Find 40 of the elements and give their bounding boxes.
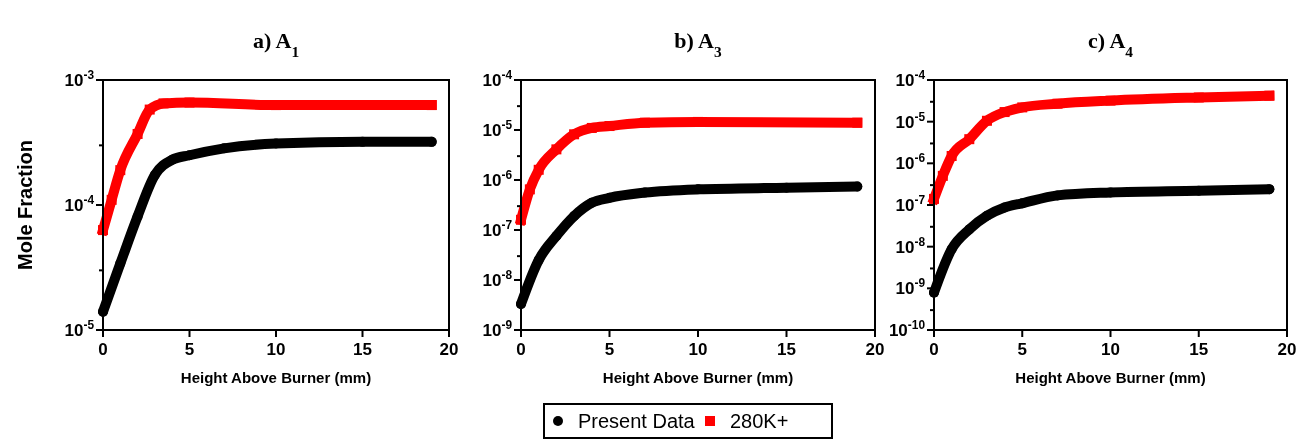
- x-tick-label: 5: [604, 340, 615, 359]
- x-tick-label: 10: [1101, 340, 1120, 359]
- x-tick-label: 10: [266, 340, 286, 359]
- x-tick-label: 20: [439, 340, 459, 359]
- y-tick-label: 10$^{-4}$: [895, 68, 926, 90]
- x-tick-label: 0: [98, 340, 108, 359]
- x-tick-label: 0: [516, 340, 526, 359]
- x-tick-label: 15: [353, 340, 372, 359]
- y-tick-label: 10$^{-4}$: [64, 193, 95, 215]
- y-tick-label: 10$^{-9}$: [895, 276, 926, 299]
- x-tick-label: 5: [184, 340, 195, 359]
- legend-label: 280K+: [730, 410, 789, 432]
- y-tick-label: 10$^{-9}$: [482, 318, 513, 340]
- x-tick-label: 15: [777, 340, 796, 359]
- x-tick-label: 10: [688, 340, 708, 359]
- x-tick-label: 20: [1277, 340, 1297, 359]
- chart-title: b) A$_{3}$: [674, 28, 723, 60]
- y-tick-label: 10$^{-5}$: [64, 318, 95, 340]
- legend-label: Present Data: [578, 410, 696, 432]
- chart-title: a) A$_{1}$: [252, 28, 300, 60]
- y-tick-label: 10$^{-6}$: [482, 168, 513, 190]
- x-axis-title: Height Above Burner (mm): [180, 369, 372, 386]
- y-tick-label: 10$^{-7}$: [482, 218, 513, 240]
- y-tick-label: 10$^{-5}$: [482, 118, 513, 140]
- chart-title: c) A$_{4}$: [1088, 28, 1134, 60]
- y-tick-label: 10$^{-8}$: [895, 234, 926, 257]
- x-axis-title: Height Above Burner (mm): [602, 369, 794, 386]
- y-tick-label: 10$^{-4}$: [482, 68, 513, 90]
- y-tick-label: 10$^{-6}$: [895, 151, 926, 174]
- x-tick-label: 0: [929, 340, 939, 359]
- y-tick-label: 10$^{-5}$: [895, 109, 926, 132]
- y-tick-label: 10$^{-3}$: [64, 68, 95, 90]
- y-tick-label: 10$^{-10}$: [888, 318, 926, 340]
- y-tick-label: 10$^{-7}$: [895, 193, 926, 215]
- y-axis-title: Mole Fraction: [14, 139, 36, 271]
- x-axis-title: Height Above Burner (mm): [1015, 369, 1206, 386]
- x-tick-label: 5: [1017, 340, 1027, 359]
- x-tick-label: 15: [1189, 340, 1209, 359]
- x-tick-label: 20: [865, 340, 885, 359]
- y-tick-label: 10$^{-8}$: [482, 268, 513, 290]
